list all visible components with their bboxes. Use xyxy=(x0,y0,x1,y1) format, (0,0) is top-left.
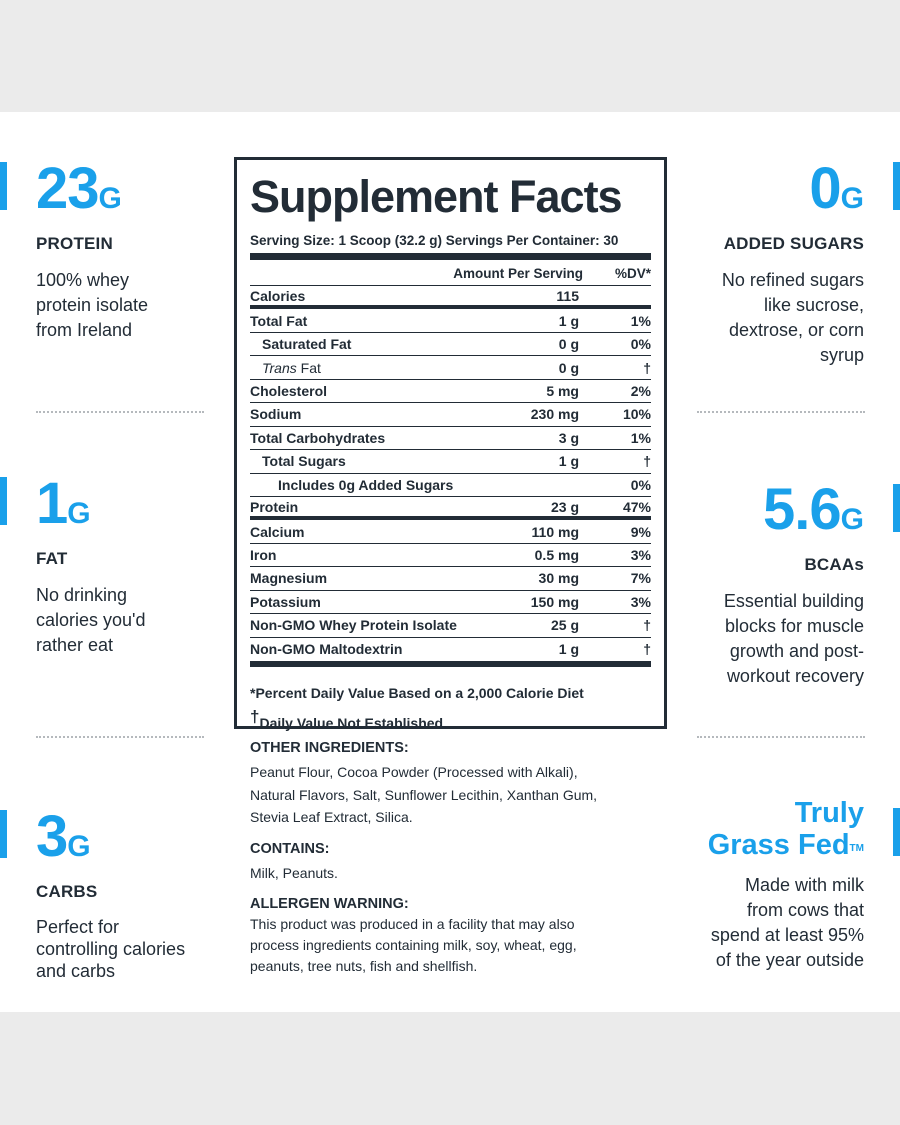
facts-header-row: Amount Per Serving %DV* xyxy=(250,260,651,286)
facts-row: Non-GMO Whey Protein Isolate 25 g † xyxy=(250,614,651,638)
facts-row: Magnesium 30 mg 7% xyxy=(250,567,651,591)
stat-value: 23G xyxy=(36,156,122,221)
facts-row: Non-GMO Maltodextrin 1 g † xyxy=(250,641,651,658)
footnote-dagger: †Daily Value Not Established xyxy=(250,707,444,731)
facts-rows: Calories 115 Total Fat 1 g 1% Saturated Fat… xyxy=(250,286,651,661)
stat-carbs: 3G CARBS Perfect for controlling calories… xyxy=(36,808,185,982)
supplement-facts-panel: Supplement Facts Serving Size: 1 Scoop (… xyxy=(234,157,667,731)
divider xyxy=(36,736,204,738)
accent-bar xyxy=(893,808,900,856)
accent-bar xyxy=(893,162,900,210)
stat-label: BCAAs xyxy=(804,555,864,574)
top-band xyxy=(0,0,900,112)
stat-bcaas: 5.6G BCAAs Essential building blocks for … xyxy=(724,481,864,689)
facts-footnotes: *Percent Daily Value Based on a 2,000 Ca… xyxy=(250,681,651,735)
facts-row: Total Sugars 1 g † xyxy=(250,450,651,474)
ingredients-section: OTHER INGREDIENTS: Peanut Flour, Cocoa P… xyxy=(250,740,650,977)
allergen-text: This product was produced in a facility … xyxy=(250,916,577,974)
stat-value: 3G xyxy=(36,804,91,869)
facts-row: Cholesterol 5 mg 2% xyxy=(250,380,651,404)
stat-description: Perfect for controlling calories and carbs xyxy=(36,917,186,981)
divider xyxy=(36,411,204,413)
stat-label: ADDED SUGARS xyxy=(723,234,864,253)
facts-row: Calcium 110 mg 9% xyxy=(250,520,651,544)
accent-bar xyxy=(0,162,7,210)
stat-protein: 23G PROTEIN 100% whey protein isolate from… xyxy=(36,160,148,343)
divider xyxy=(697,411,865,413)
stat-value: 5.6G xyxy=(763,477,864,542)
stat-description: 100% whey protein isolate from Ireland xyxy=(36,270,149,340)
facts-row: Trans Fat 0 g † xyxy=(250,356,651,380)
bottom-band xyxy=(0,1012,900,1125)
facts-row: Potassium 150 mg 3% xyxy=(250,591,651,615)
stat-label: PROTEIN xyxy=(36,234,113,253)
footnote-percent-dv: *Percent Daily Value Based on a 2,000 Ca… xyxy=(250,685,584,701)
facts-row: Total Fat 1 g 1% xyxy=(250,309,651,333)
facts-row: Saturated Fat 0 g 0% xyxy=(250,333,651,357)
serving-info: Serving Size: 1 Scoop (32.2 g) Servings … xyxy=(250,233,619,248)
stat-description: Made with milk from cows that spend at lea… xyxy=(710,875,864,970)
other-ingredients-text: Peanut Flour, Cocoa Powder (Processed wi… xyxy=(250,764,598,825)
thick-divider xyxy=(250,253,651,260)
contains-heading: CONTAINS: xyxy=(250,840,330,857)
trademark-mark: TM xyxy=(849,843,864,854)
facts-row: Sodium 230 mg 10% xyxy=(250,403,651,427)
thick-divider xyxy=(250,661,651,667)
contains-text: Milk, Peanuts. xyxy=(250,864,338,881)
stat-label: CARBS xyxy=(36,882,98,901)
dv-header: %DV* xyxy=(614,266,651,281)
divider xyxy=(697,736,865,738)
stat-description: No refined sugars like sucrose, dextrose, … xyxy=(721,270,864,365)
stat-added-sugars: 0G ADDED SUGARS No refined sugars like su… xyxy=(722,160,864,368)
accent-bar xyxy=(0,477,7,525)
amount-header: Amount Per Serving xyxy=(453,266,583,281)
allergen-heading: ALLERGEN WARNING: xyxy=(250,896,409,912)
stat-fat: 1G FAT No drinking calories you'd rather e… xyxy=(36,475,146,658)
stat-grass-fed: Truly Grass FedTM Made with milk from cow… xyxy=(708,797,864,973)
facts-row: Calories 115 xyxy=(250,286,651,310)
stat-value: 1G xyxy=(36,471,91,536)
accent-bar xyxy=(893,484,900,532)
stat-description: No drinking calories you'd rather eat xyxy=(36,585,146,655)
other-ingredients-heading: OTHER INGREDIENTS: xyxy=(250,740,409,756)
facts-row: Protein 23 g 47% xyxy=(250,497,651,521)
accent-bar xyxy=(0,810,7,858)
stat-label: FAT xyxy=(36,549,68,568)
facts-title: Supplement Facts xyxy=(250,171,623,222)
grass-fed-title: Truly Grass FedTM xyxy=(707,797,864,861)
facts-row: Iron 0.5 mg 3% xyxy=(250,544,651,568)
facts-row: Total Carbohydrates 3 g 1% xyxy=(250,427,651,451)
stat-value: 0G xyxy=(809,156,864,221)
stat-description: Essential building blocks for muscle growt… xyxy=(723,591,864,686)
facts-row: Includes 0g Added Sugars 0% xyxy=(250,474,651,497)
